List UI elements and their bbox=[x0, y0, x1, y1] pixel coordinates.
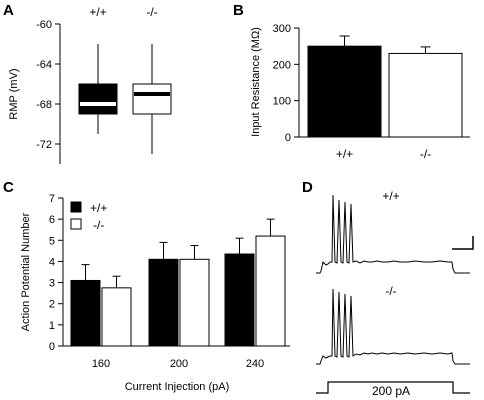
bar bbox=[307, 45, 382, 138]
y-tick-label: 200 bbox=[273, 59, 291, 71]
y-tick-label: 0 bbox=[285, 132, 291, 144]
voltage-traces: +/+ -/- 200 pA bbox=[316, 189, 474, 398]
y-axis-title: RMP (mV) bbox=[8, 68, 20, 119]
trace-wt bbox=[316, 194, 470, 274]
panel-label-a: A bbox=[3, 2, 14, 19]
stimulus-label: 200 pA bbox=[372, 384, 410, 398]
y-tick-label: 2 bbox=[49, 299, 55, 311]
bar-chart-action-potential: Action Potential Number Current Injectio… bbox=[20, 193, 290, 393]
y-tick-label: -72 bbox=[36, 139, 52, 151]
y-tick-label: -60 bbox=[36, 19, 52, 31]
x-tick-label: 200 bbox=[170, 358, 188, 370]
y-tick-label: 6 bbox=[49, 214, 55, 226]
stimulus-step bbox=[316, 381, 470, 394]
y-tick-label: 300 bbox=[273, 23, 291, 35]
bar bbox=[70, 279, 101, 347]
category-label: +/+ bbox=[336, 147, 353, 161]
bar bbox=[388, 52, 463, 138]
y-tick-label: 0 bbox=[49, 341, 55, 353]
category-label: -/- bbox=[146, 5, 157, 19]
legend-label-ko: -/- bbox=[93, 218, 104, 232]
x-tick-label: 240 bbox=[246, 358, 264, 370]
legend-swatch-wt bbox=[70, 201, 82, 213]
trace-ko bbox=[316, 288, 470, 365]
panel-label-d: D bbox=[302, 179, 313, 196]
trace-label-ko: -/- bbox=[385, 284, 396, 298]
legend-label-wt: +/+ bbox=[90, 201, 107, 215]
box-plot-rmp: RMP (mV) -60 -64 -68 -72 +/+ -/- bbox=[8, 5, 172, 164]
x-axis-title: Current Injection (pA) bbox=[125, 381, 230, 393]
y-axis-title: Action Potential Number bbox=[20, 212, 32, 331]
y-axis-title: Input Resistance (MΩ) bbox=[250, 27, 262, 137]
category-label: -/- bbox=[420, 147, 431, 161]
legend-swatch-ko bbox=[70, 218, 82, 230]
bar bbox=[179, 258, 210, 347]
panel-label-c: C bbox=[3, 179, 14, 196]
box bbox=[78, 83, 118, 115]
y-tick-label: 100 bbox=[273, 96, 291, 108]
category-label: +/+ bbox=[89, 5, 106, 19]
trace-label-wt: +/+ bbox=[382, 189, 399, 203]
scale-bar bbox=[452, 236, 474, 250]
y-tick-label: 5 bbox=[49, 235, 55, 247]
bar bbox=[224, 253, 255, 347]
y-tick-label: -68 bbox=[36, 99, 52, 111]
y-tick-label: 3 bbox=[49, 278, 55, 290]
legend: +/+ -/- bbox=[70, 201, 107, 232]
y-tick-label: 4 bbox=[49, 256, 55, 268]
y-tick-label: -64 bbox=[36, 59, 52, 71]
bar bbox=[148, 258, 179, 347]
y-tick-label: 1 bbox=[49, 320, 55, 332]
bar bbox=[101, 287, 132, 347]
bar-chart-input-resistance: Input Resistance (MΩ) 0 100 200 300 +/+ -/- bbox=[250, 23, 470, 161]
bar bbox=[255, 235, 286, 347]
panel-label-b: B bbox=[233, 2, 244, 19]
box bbox=[132, 83, 172, 115]
x-tick-label: 160 bbox=[92, 358, 110, 370]
y-tick-label: 7 bbox=[49, 193, 55, 205]
